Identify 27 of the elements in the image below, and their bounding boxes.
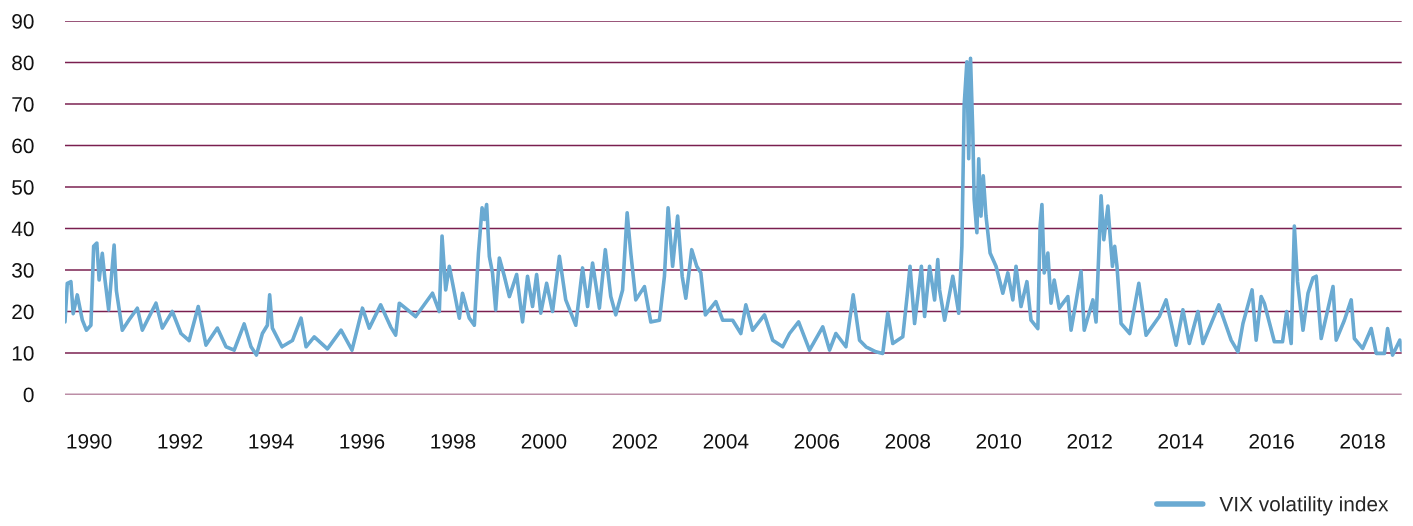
- x-tick-label: 2002: [612, 433, 658, 449]
- y-tick-label: 30: [12, 263, 34, 278]
- y-tick-label: 90: [12, 14, 34, 29]
- y-tick-label: 40: [11, 221, 34, 237]
- legend-label: VIX volatility index: [1219, 496, 1389, 516]
- x-tick-label: 2006: [794, 433, 840, 449]
- x-tick-label: 1990: [67, 433, 112, 449]
- x-tick-label: 1996: [340, 433, 385, 449]
- y-tick-label: 20: [12, 304, 34, 320]
- x-tick-label: 2008: [885, 433, 931, 449]
- x-tick-label: 2004: [703, 433, 749, 449]
- x-tick-label: 1994: [249, 433, 294, 449]
- x-tick-label: 2000: [521, 433, 567, 449]
- y-tick-label: 0: [23, 387, 34, 403]
- line-series: [65, 56, 1402, 357]
- x-tick-label: 2012: [1067, 433, 1112, 449]
- y-tick-label: 60: [12, 138, 34, 154]
- y-tick-label: 80: [12, 55, 34, 71]
- x-tick-label: 2018: [1340, 433, 1385, 449]
- x-tick-label: 1992: [158, 433, 203, 449]
- y-tick-label: 50: [12, 180, 34, 195]
- x-tick-label: 2010: [976, 433, 1022, 449]
- y-tick-label: 10: [12, 346, 34, 361]
- y-tick-label: 70: [12, 97, 34, 112]
- x-tick-label: 2014: [1158, 433, 1204, 449]
- x-tick-label: 1998: [431, 433, 476, 449]
- x-tick-label: 2016: [1249, 433, 1294, 449]
